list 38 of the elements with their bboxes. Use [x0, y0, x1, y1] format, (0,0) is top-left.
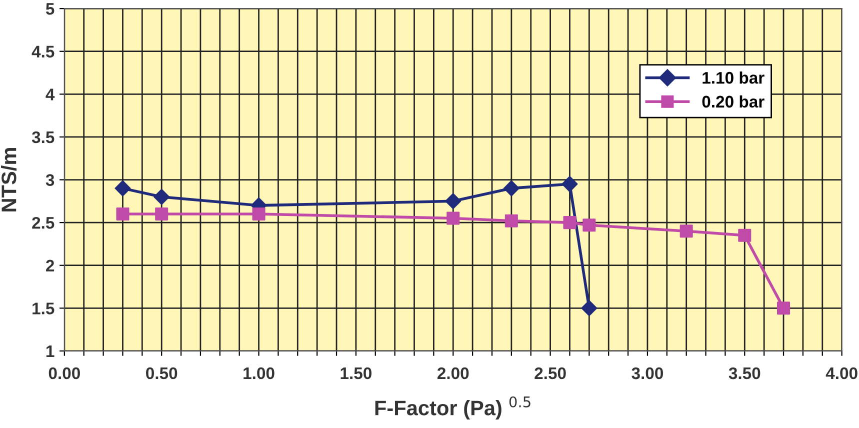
x-tick-label: 1.00 [244, 367, 274, 380]
y-tick-label: 2.5 [32, 216, 54, 229]
point [680, 224, 693, 238]
point [738, 228, 752, 242]
point [562, 176, 578, 192]
x-tick-label: 2.00 [437, 367, 469, 380]
x-tick-label: 0.50 [146, 367, 178, 380]
point [582, 218, 596, 232]
point [563, 216, 576, 230]
point [777, 302, 790, 315]
y-tick-label: 5 [46, 3, 54, 15]
x-axis-title: F-Factor (Pa) $^{0.5}$ [375, 396, 530, 420]
point [252, 207, 266, 221]
point [114, 180, 131, 196]
y-axis-title: NTS/m [1, 148, 17, 212]
point [155, 207, 168, 221]
y-tick-label: 3.5 [32, 131, 54, 144]
y-tick-label: 1 [46, 346, 54, 357]
x-tick-label: 1.50 [340, 367, 372, 380]
x-tick-label: 2.50 [534, 367, 566, 380]
y-tick-label: 2 [46, 260, 54, 272]
x-tick-label: 0.00 [48, 367, 80, 380]
point [445, 193, 462, 210]
legend-label: 0.20 bar [702, 95, 764, 108]
x-tick-label: 3.00 [632, 367, 664, 380]
point [116, 207, 130, 221]
y-tick-label: 4.5 [32, 46, 54, 58]
x-tick-label: 4.00 [826, 367, 858, 380]
point [504, 214, 518, 228]
y-tick-label: 3 [46, 174, 54, 186]
point [446, 212, 460, 225]
y-tick-label: 1.5 [32, 302, 54, 314]
legend-label: 1.10 bar [702, 71, 764, 84]
point [154, 188, 170, 205]
point [503, 180, 520, 196]
point [581, 300, 598, 316]
x-tick-label: 3.50 [728, 367, 760, 380]
y-tick-label: 4 [46, 88, 55, 100]
